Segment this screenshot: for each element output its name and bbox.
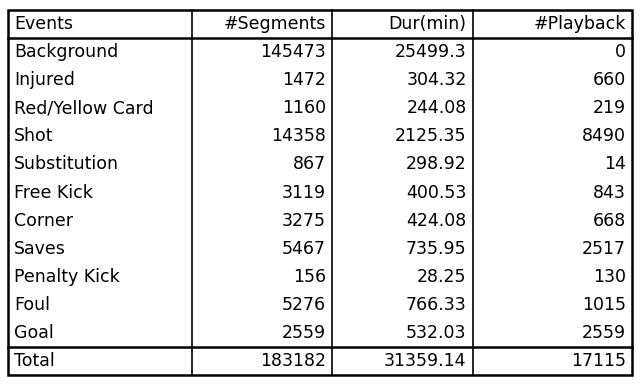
Text: #Segments: #Segments (224, 15, 326, 33)
Text: Foul: Foul (14, 296, 50, 314)
Text: 145473: 145473 (260, 43, 326, 61)
Text: 668: 668 (593, 212, 626, 229)
Text: Injured: Injured (14, 71, 75, 89)
Text: 843: 843 (593, 184, 626, 201)
Text: Dur(min): Dur(min) (388, 15, 467, 33)
Text: 5276: 5276 (282, 296, 326, 314)
Text: Red/Yellow Card: Red/Yellow Card (14, 99, 154, 117)
Text: 31359.14: 31359.14 (384, 352, 467, 370)
Text: Background: Background (14, 43, 118, 61)
Text: 183182: 183182 (260, 352, 326, 370)
Text: 14: 14 (604, 156, 626, 173)
Text: 1160: 1160 (282, 99, 326, 117)
Text: 2125.35: 2125.35 (395, 127, 467, 145)
Text: 2559: 2559 (282, 324, 326, 342)
Text: 28.25: 28.25 (417, 268, 467, 286)
Text: 304.32: 304.32 (406, 71, 467, 89)
Text: 735.95: 735.95 (406, 240, 467, 258)
Text: 244.08: 244.08 (406, 99, 467, 117)
Text: 17115: 17115 (571, 352, 626, 370)
Text: 298.92: 298.92 (406, 156, 467, 173)
Text: Penalty Kick: Penalty Kick (14, 268, 120, 286)
Text: 14358: 14358 (271, 127, 326, 145)
Text: 219: 219 (593, 99, 626, 117)
Text: 8490: 8490 (582, 127, 626, 145)
Text: 1472: 1472 (282, 71, 326, 89)
Text: Goal: Goal (14, 324, 54, 342)
Text: 400.53: 400.53 (406, 184, 467, 201)
Text: Events: Events (14, 15, 73, 33)
Text: 3119: 3119 (282, 184, 326, 201)
Text: Saves: Saves (14, 240, 66, 258)
Text: Shot: Shot (14, 127, 54, 145)
Text: 660: 660 (593, 71, 626, 89)
Text: Substitution: Substitution (14, 156, 119, 173)
Text: 156: 156 (293, 268, 326, 286)
Text: 5467: 5467 (282, 240, 326, 258)
Text: #Playback: #Playback (534, 15, 626, 33)
Text: 2517: 2517 (582, 240, 626, 258)
Text: 867: 867 (293, 156, 326, 173)
Text: 424.08: 424.08 (406, 212, 467, 229)
Text: Free Kick: Free Kick (14, 184, 93, 201)
Text: 1015: 1015 (582, 296, 626, 314)
Text: 130: 130 (593, 268, 626, 286)
Text: 0: 0 (615, 43, 626, 61)
Text: Corner: Corner (14, 212, 73, 229)
Text: Total: Total (14, 352, 55, 370)
Text: 25499.3: 25499.3 (395, 43, 467, 61)
Text: 532.03: 532.03 (406, 324, 467, 342)
Text: 766.33: 766.33 (406, 296, 467, 314)
Text: 2559: 2559 (582, 324, 626, 342)
Text: 3275: 3275 (282, 212, 326, 229)
